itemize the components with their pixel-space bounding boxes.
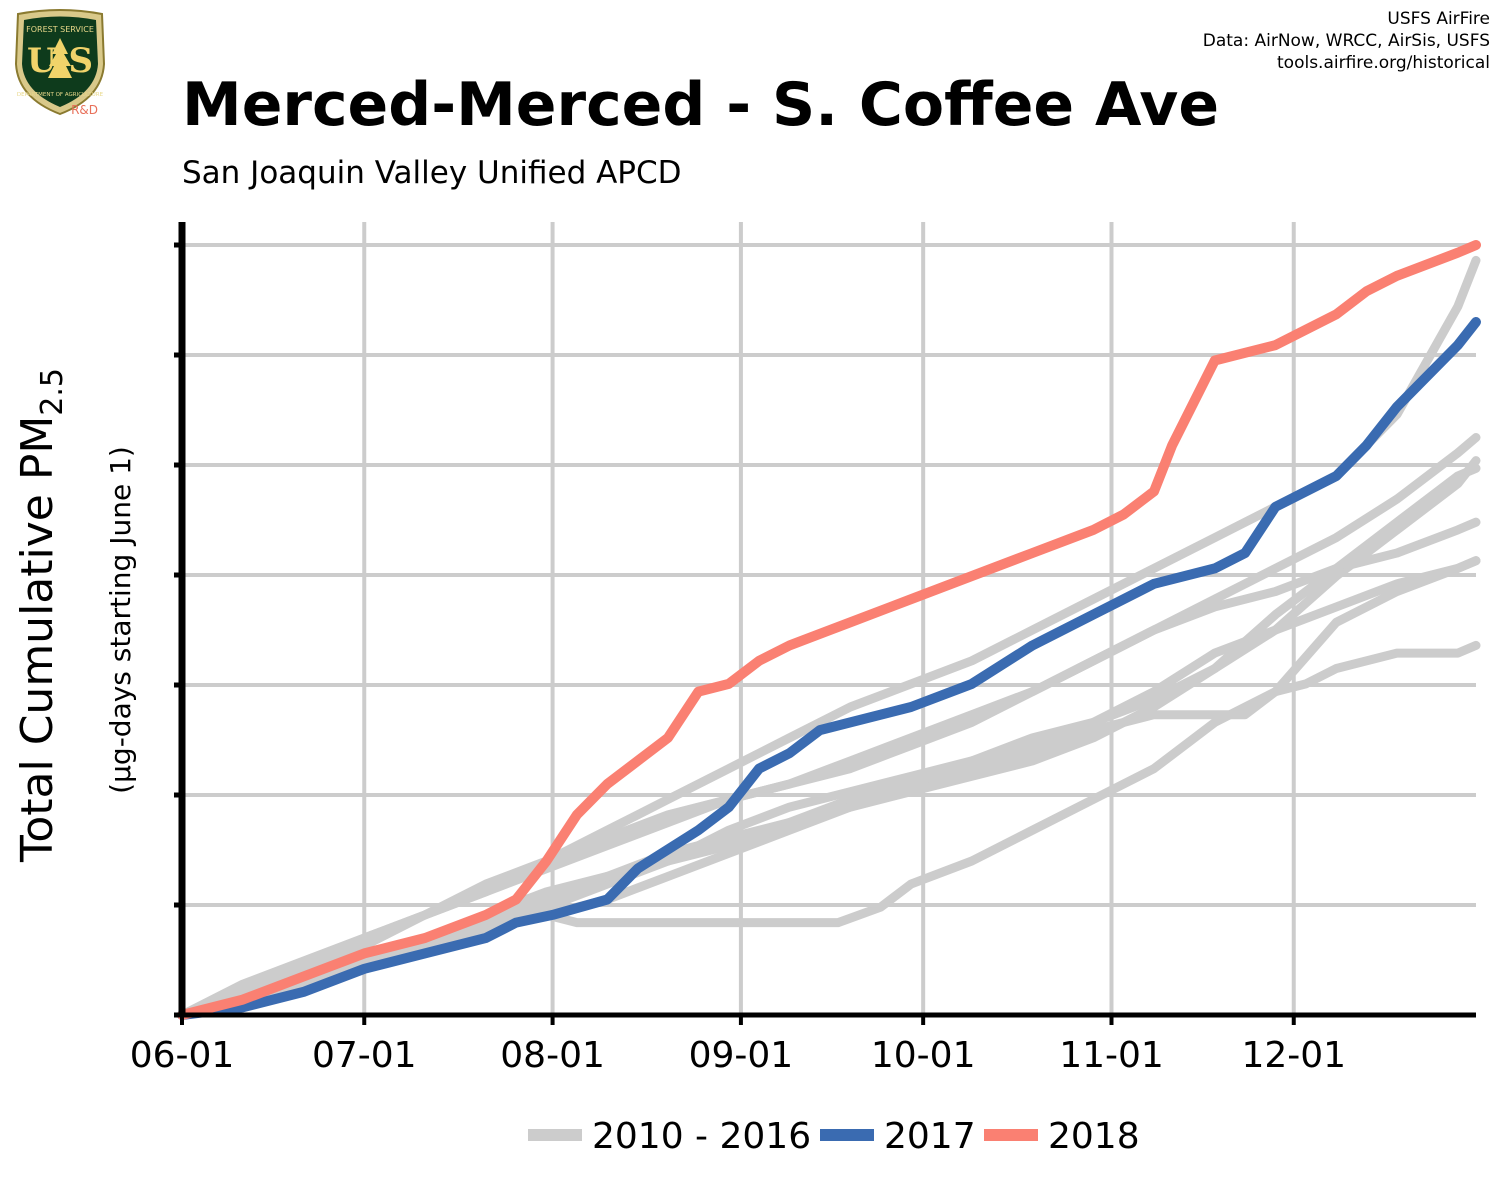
y-axis-label-subscript: 2.5 [35,368,70,416]
x-tick-label: 09-01 [689,1035,794,1076]
history-series-line [177,255,1481,1020]
logo-text-bottom: DEPARTMENT OF AGRICULTURE [17,92,104,98]
x-axis-ticks: 06-01 07-01 08-01 09-01 10-01 11-01 12-01 [130,1015,1346,1076]
credit-line: USFS AirFire [1387,9,1490,29]
x-tick-label: 12-01 [1241,1035,1346,1076]
legend: 2010 - 2016 2017 2018 [528,1116,1140,1157]
x-tick-label: 06-01 [130,1035,235,1076]
x-tick-label: 08-01 [500,1035,605,1076]
y-axis-label-main: Total Cumulative PM [12,416,63,863]
chart-title: Merced-Merced - S. Coffee Ave [182,70,1220,140]
axes [174,222,1476,1018]
y-axis-label: Total Cumulative PM2.5 [12,368,70,863]
series-2018-line [177,240,1481,1020]
data-credits: USFS AirFire Data: AirNow, WRCC, AirSis,… [1203,8,1490,74]
x-tick-label: 10-01 [871,1035,976,1076]
legend-label: 2017 [884,1116,976,1157]
y-axis-sublabel: (µg-days starting June 1) [104,446,137,794]
logo-rd-tag: R&D [71,103,98,117]
credit-line: tools.airfire.org/historical [1277,53,1490,73]
legend-label: 2010 - 2016 [592,1116,811,1157]
y-axis-title: Total Cumulative PM2.5 (µg-days starting… [12,368,137,863]
history-series-line [177,517,1481,1020]
series-layer [177,240,1481,1020]
credit-line: Data: AirNow, WRCC, AirSis, USFS [1202,31,1490,51]
series-2017-line [177,317,1481,1020]
pine-tree-icon [48,38,72,78]
legend-label: 2018 [1048,1116,1140,1157]
logo-text-top: FOREST SERVICE [26,25,94,34]
x-tick-label: 07-01 [312,1035,417,1076]
usfs-logo: FOREST SERVICE U S DEPARTMENT OF AGRICUL… [14,9,106,117]
history-series-line [177,556,1481,1020]
chart-subtitle: San Joaquin Valley Unified APCD [182,155,682,191]
x-tick-label: 11-01 [1059,1035,1164,1076]
